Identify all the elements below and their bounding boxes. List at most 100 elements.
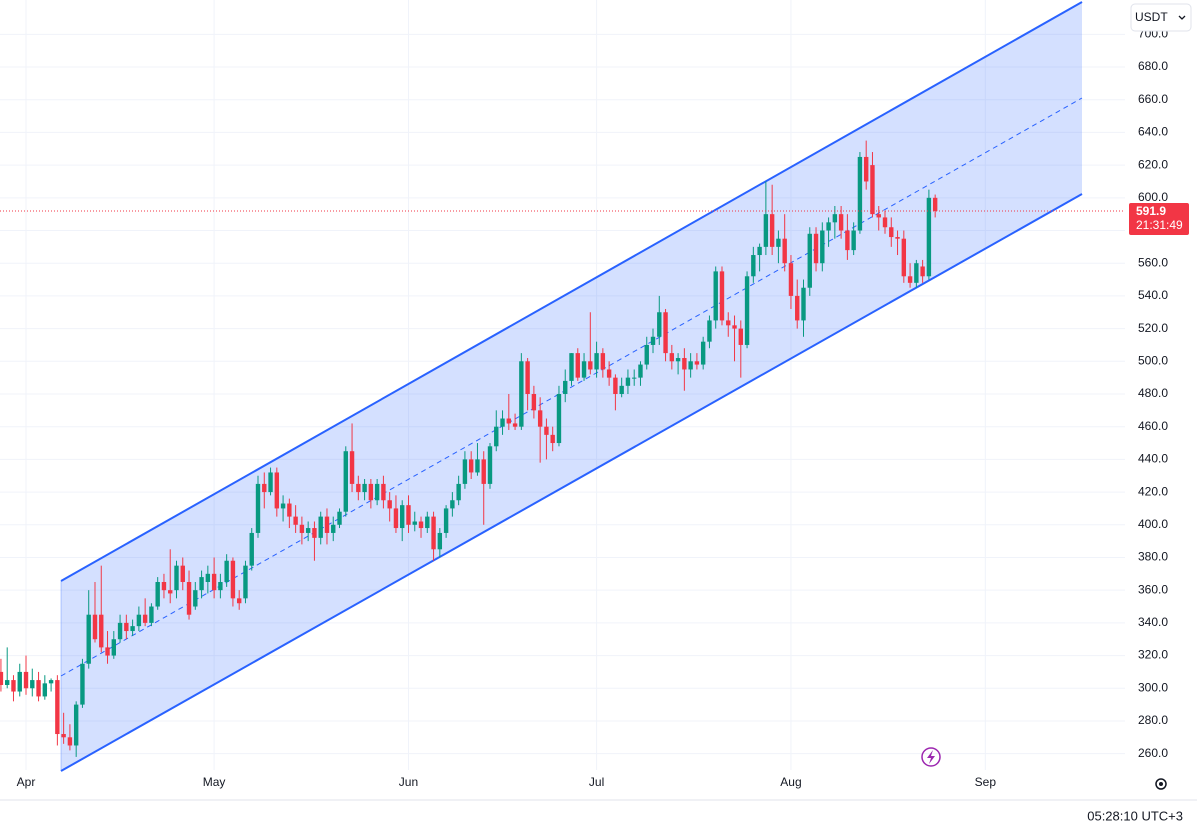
axes: 260.0 280.0 300.0 320.0 340.0 360.0 380.0 400.0… <box>17 27 1189 789</box>
candle-body <box>682 358 687 370</box>
candle-body <box>494 426 499 447</box>
currency-box <box>1130 3 1192 32</box>
candle-body <box>606 369 612 378</box>
y-tick-label: 500.0 <box>1138 353 1168 367</box>
candle-body <box>657 312 662 337</box>
candle-body <box>67 737 73 746</box>
candle-body <box>544 426 549 435</box>
y-tick-label: 380.0 <box>1138 550 1168 564</box>
currency-button[interactable]: USDT <box>1130 3 1192 32</box>
candle-body <box>186 581 192 615</box>
candle-body <box>305 528 311 533</box>
candle-body <box>820 230 825 264</box>
candle-body <box>688 361 693 370</box>
candle-body <box>262 483 267 493</box>
y-tick-label: 260.0 <box>1138 746 1168 760</box>
candle-body <box>788 263 794 296</box>
y-tick-label: 480.0 <box>1138 386 1168 400</box>
candle-body <box>236 598 242 604</box>
y-tick-label: 660.0 <box>1138 92 1168 106</box>
candle-body <box>105 647 110 656</box>
channel-upper <box>60 1 1083 582</box>
candle-body <box>161 581 167 591</box>
candle-body <box>531 393 537 411</box>
candle-body <box>205 573 211 582</box>
candle-body <box>287 503 292 517</box>
candle-body <box>331 524 336 533</box>
candle-body <box>450 500 455 509</box>
candle-body <box>845 230 850 251</box>
y-tick-label: 440.0 <box>1138 452 1168 466</box>
candle-body <box>36 680 41 697</box>
candle-body <box>632 377 637 379</box>
candle-body <box>5 680 10 685</box>
candle-body <box>613 377 618 394</box>
candle-body <box>324 516 330 533</box>
y-tick-label: 400.0 <box>1138 517 1168 531</box>
candle-body <box>174 565 179 591</box>
candle-body <box>23 671 29 689</box>
candle-body <box>838 214 844 231</box>
candle-body <box>30 680 35 689</box>
candle-body <box>362 483 367 493</box>
y-tick-label: 620.0 <box>1138 157 1168 171</box>
price-tag-value: 591.9 <box>1136 204 1166 218</box>
y-tick-label: 280.0 <box>1138 713 1168 727</box>
candle-body <box>230 560 236 599</box>
candle-body <box>876 214 881 218</box>
candle-body <box>249 532 254 566</box>
x-tick-label: Jun <box>399 775 418 789</box>
candle-body <box>349 451 355 484</box>
candle-body <box>17 671 22 692</box>
candle-body <box>763 214 769 247</box>
candle-body <box>368 483 374 501</box>
candle-body <box>387 500 392 509</box>
candle-body <box>895 237 900 239</box>
candle-body <box>588 361 593 370</box>
candle-body <box>675 358 681 362</box>
x-tick-label: Aug <box>780 775 801 789</box>
candle-body <box>744 276 750 345</box>
candle-body <box>268 472 273 493</box>
candle-body <box>713 271 718 321</box>
y-tick-label: 680.0 <box>1138 59 1168 73</box>
candle-body <box>136 614 142 627</box>
clock: 05:28:10 UTC+3 <box>1087 808 1183 823</box>
candle-body <box>694 361 700 365</box>
candle-body <box>707 320 712 342</box>
settings-dot <box>1159 782 1163 786</box>
candle-body <box>907 276 913 283</box>
y-tick-label: 520.0 <box>1138 321 1168 335</box>
price-tag <box>1129 203 1189 236</box>
candle-body <box>437 532 443 550</box>
candle-body <box>857 156 863 231</box>
candle-body <box>901 238 907 277</box>
candle-body <box>343 451 348 512</box>
candle-body <box>751 255 756 277</box>
candle-body <box>487 446 493 484</box>
y-tick-label: 540.0 <box>1138 288 1168 302</box>
candle-body <box>456 483 461 501</box>
price-tag-countdown: 21:31:49 <box>1136 218 1183 232</box>
candle-body <box>48 680 54 684</box>
candle-body <box>932 197 938 212</box>
x-tick-label: Jul <box>589 775 604 789</box>
candle-body <box>500 418 505 427</box>
candle-body <box>863 156 869 182</box>
candle-body <box>926 197 932 277</box>
dropdown-caret <box>1178 15 1186 20</box>
candle-body <box>807 233 812 288</box>
candle-body <box>425 516 430 529</box>
candle-body <box>851 230 856 251</box>
y-tick-label: 420.0 <box>1138 484 1168 498</box>
candle-body <box>801 287 806 321</box>
candle-body <box>700 341 706 365</box>
settings-icon[interactable] <box>1155 778 1167 790</box>
candle-body <box>73 704 79 746</box>
candle-body <box>312 528 317 538</box>
alert-icon[interactable] <box>921 747 941 767</box>
candle-body <box>782 238 787 264</box>
candle-body <box>525 361 530 394</box>
